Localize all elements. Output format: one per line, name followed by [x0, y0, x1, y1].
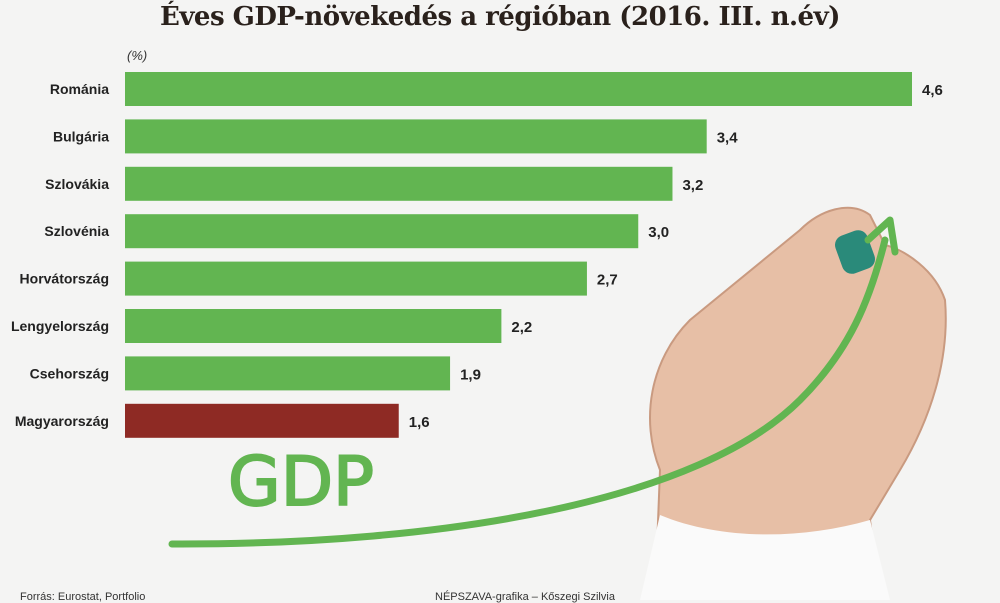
bar-5	[125, 309, 502, 343]
value-label: 1,9	[460, 366, 481, 383]
category-label: Szlovénia	[44, 223, 109, 239]
value-label: 1,6	[409, 414, 430, 431]
credit-note: NÉPSZAVA-grafika – Kőszegi Szilvia	[435, 591, 615, 603]
category-label: Horvátország	[20, 271, 109, 287]
bar-6	[125, 356, 451, 391]
category-label: Szlovákia	[45, 176, 109, 192]
arrow-head-icon	[864, 216, 899, 256]
value-label: 2,2	[511, 319, 532, 336]
unit-label: (%)	[127, 48, 148, 63]
category-label: Csehország	[30, 365, 109, 381]
sleeve-shape	[640, 515, 890, 600]
category-label: Bulgária	[53, 128, 109, 144]
value-label: 2,7	[597, 272, 618, 289]
bar-0	[125, 72, 912, 106]
category-label: Románia	[50, 81, 109, 97]
bar-2	[125, 166, 673, 201]
category-label: Magyarország	[15, 413, 109, 429]
bar-3	[125, 214, 639, 249]
chart-title: Éves GDP-növekedés a régióban (2016. III…	[160, 2, 840, 32]
bar-4	[125, 261, 587, 296]
value-label: 3,4	[717, 129, 739, 146]
bar-1	[125, 119, 707, 154]
growth-arrow	[168, 236, 889, 548]
category-label: Lengyelország	[11, 318, 109, 334]
value-label: 3,0	[648, 224, 669, 241]
source-note: Forrás: Eurostat, Portfolio	[20, 591, 146, 603]
gdp-handwritten-text: GDP	[228, 443, 374, 522]
value-label: 3,2	[682, 177, 703, 194]
value-label: 4,6	[922, 82, 943, 99]
bar-7	[125, 403, 399, 438]
